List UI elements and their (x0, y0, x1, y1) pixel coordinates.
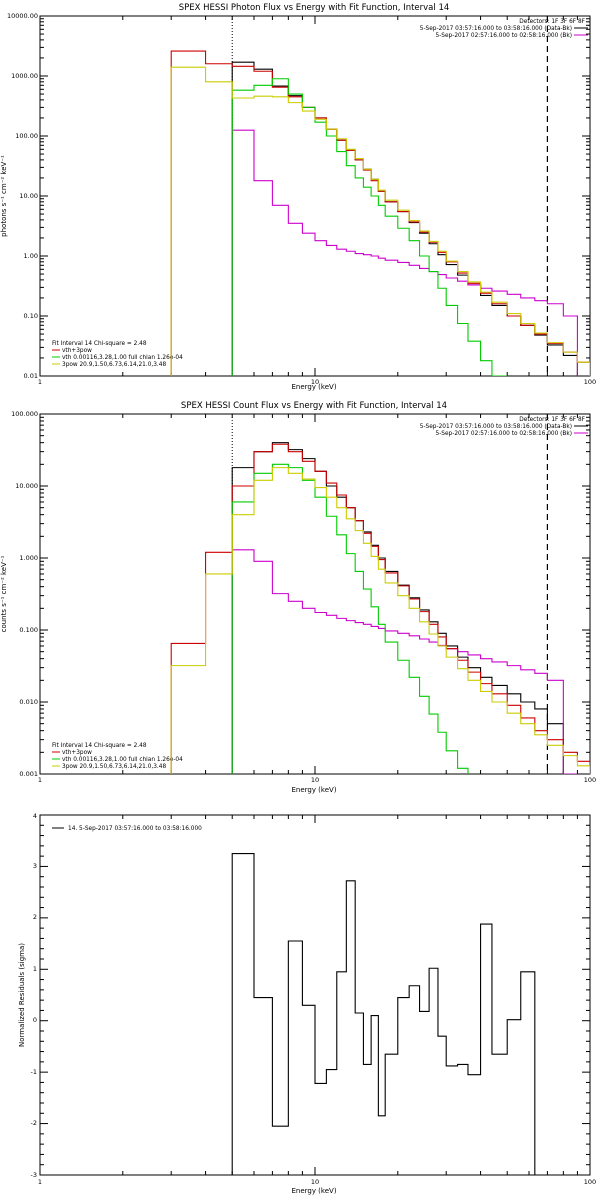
series-line-4 (170, 467, 590, 774)
legend-data-interval: 5-Sep-2017 03:57:16.000 to 03:58:16.000 … (420, 26, 572, 32)
y-tick-label: 10.00 (19, 192, 38, 200)
x-tick-label: 100 (584, 378, 596, 386)
y-tick-label: -2 (31, 1119, 37, 1127)
y-tick-label: 4 (33, 812, 37, 820)
y-tick-label: 1 (33, 965, 37, 973)
plot-frame (39, 814, 591, 1176)
series-line-0 (231, 442, 578, 774)
fit-legend-entry: vth 0.00116,3.28,1.00 full chian 1.26e-0… (62, 757, 183, 763)
legend-detectors: Detectors: 1F 3F 6F 8F (519, 19, 585, 25)
photon-flux-panel: SPEX HESSI Photon Flux vs Energy with Fi… (0, 3, 596, 391)
y-tick-label: 0.01 (24, 372, 38, 380)
y-tick-labels: 0.01 0.10 1.00 10.00 100.00 1000.00 1000… (7, 12, 38, 380)
y-tick-label: 1.000 (19, 554, 38, 562)
x-tick-label: 10 (311, 378, 319, 386)
fit-legend: Fit Interval 14 Chi-square = 2.48 vth+3p… (52, 743, 183, 770)
y-tick-label: 0 (33, 1016, 37, 1024)
y-tick-label: 3 (33, 862, 37, 870)
y-tick-label: 0.010 (19, 698, 38, 706)
fit-legend-title: Fit Interval 14 Chi-square = 2.48 (52, 743, 147, 749)
chart-title: SPEX HESSI Count Flux vs Energy with Fit… (181, 401, 447, 411)
y-tick-label: 0.100 (19, 626, 38, 634)
y-tick-label: 0.10 (24, 312, 38, 320)
x-tick-label: 100 (584, 1178, 596, 1186)
legend-header: Detectors: 1F 3F 6F 8F 5-Sep-2017 03:57:… (420, 19, 588, 39)
fit-legend-entry: 3pow 20.9,1.50,6.73,6.14,21.0,3.48 (62, 764, 166, 770)
series-line-0 (231, 61, 578, 376)
x-axis-label: Energy (keV) (291, 786, 336, 794)
fit-legend-entry: 3pow 20.9,1.50,6.73,6.14,21.0,3.48 (62, 362, 166, 368)
legend-header: Detectors: 1F 3F 6F 8F 5-Sep-2017 03:57:… (420, 417, 588, 437)
residual-legend: 14. 5-Sep-2017 03:57:16.000 to 03:58:16.… (52, 826, 202, 832)
series-line-4 (170, 66, 590, 376)
y-tick-label: 100.000 (11, 410, 38, 418)
x-tick-label: 10 (311, 1178, 319, 1186)
y-axis-label: photons s⁻¹ cm⁻² keV⁻¹ (0, 155, 8, 237)
y-tick-label: 1.00 (24, 252, 38, 260)
x-tick-labels: 1 10 100 (38, 378, 596, 386)
x-tick-label: 10 (311, 776, 319, 784)
y-tick-labels: -3 -2 -1 0 1 2 3 4 (31, 812, 37, 1179)
fit-legend-entry: vth+3pow (62, 348, 92, 354)
count-flux-panel: SPEX HESSI Count Flux vs Energy with Fit… (0, 401, 596, 794)
series-line-0 (231, 853, 548, 1175)
legend-bk-interval: 5-Sep-2017 02:57:16.000 to 02:58:16.000 … (436, 431, 572, 437)
x-tick-label: 1 (38, 776, 42, 784)
x-tick-label: 1 (38, 1178, 42, 1186)
y-tick-label: 10000.00 (7, 12, 38, 20)
series-line-2 (170, 443, 590, 774)
x-tick-labels: 1 10 100 (38, 1178, 596, 1186)
legend-data-interval: 5-Sep-2017 03:57:16.000 to 03:58:16.000 … (420, 424, 572, 430)
legend-detectors: Detectors: 1F 3F 6F 8F (519, 417, 585, 423)
fit-legend-title: Fit Interval 14 Chi-square = 2.48 (52, 341, 147, 347)
series-line-1 (231, 549, 578, 774)
series-line-2 (170, 50, 590, 376)
legend-bk-interval: 5-Sep-2017 02:57:16.000 to 02:58:16.000 … (436, 33, 572, 39)
y-tick-label: 1000.00 (11, 72, 38, 80)
residuals-panel: Energy (keV) Normalized Residuals (sigma… (18, 812, 596, 1195)
x-axis-label: Energy (keV) (291, 1187, 336, 1195)
x-tick-label: 1 (38, 378, 42, 386)
chart-title: SPEX HESSI Photon Flux vs Energy with Fi… (179, 3, 450, 13)
series-line-1 (231, 129, 578, 376)
y-tick-label: -1 (31, 1068, 37, 1076)
y-tick-label: 10.000 (15, 482, 38, 490)
residual-legend-entry: 14. 5-Sep-2017 03:57:16.000 to 03:58:16.… (68, 826, 202, 832)
series-line-3 (231, 463, 469, 774)
x-tick-labels: 1 10 100 (38, 776, 596, 784)
y-tick-label: 0.001 (19, 770, 38, 778)
series-line-3 (231, 78, 508, 376)
axis-ticks (39, 16, 590, 377)
fit-legend-entry: vth 0.00116,3.28,1.00 full chian 1.26e-0… (62, 355, 183, 361)
y-axis-label: counts s⁻¹ cm⁻² keV⁻¹ (0, 555, 8, 632)
x-tick-label: 100 (584, 776, 596, 784)
fit-legend-entry: vth+3pow (62, 750, 92, 756)
x-axis-label: Energy (keV) (291, 383, 336, 391)
y-tick-label: 2 (33, 913, 37, 921)
y-tick-label: 100.00 (15, 132, 38, 140)
y-tick-label: -3 (31, 1171, 37, 1179)
y-tick-labels: 0.001 0.010 0.100 1.000 10.000 100.000 (11, 410, 38, 778)
axis-ticks (39, 814, 590, 1176)
y-axis-label: Normalized Residuals (sigma) (18, 943, 26, 1047)
axis-ticks (39, 414, 590, 775)
fit-legend: Fit Interval 14 Chi-square = 2.48 vth+3p… (52, 341, 183, 368)
plot-frame (39, 15, 591, 377)
